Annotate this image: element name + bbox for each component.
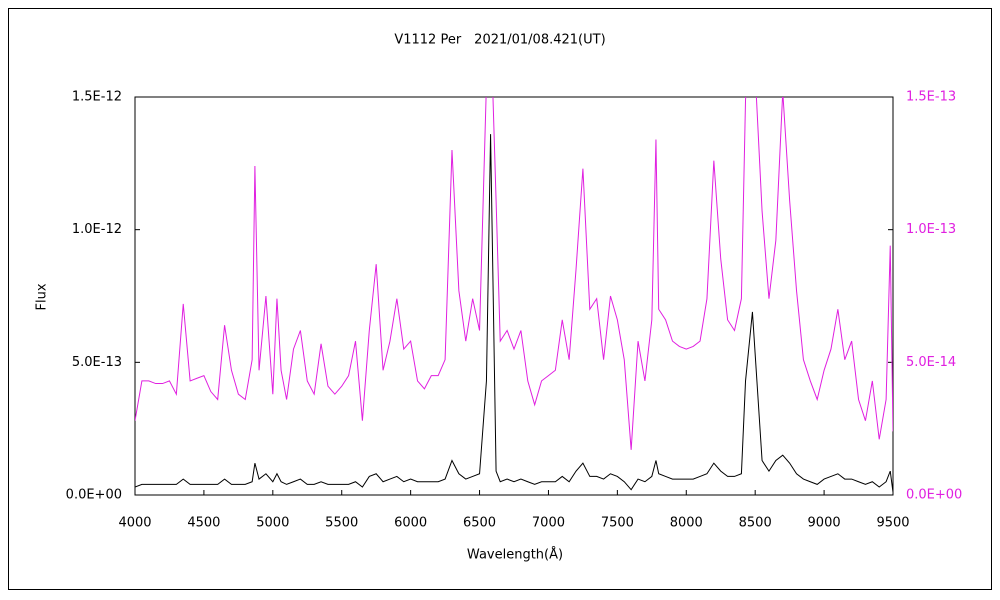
chart-title: V1112 Per 2021/01/08.421(UT): [394, 33, 605, 48]
y2-tick-label: 1.5E-13: [906, 90, 956, 105]
y-tick-label: 0.0E+00: [66, 488, 122, 503]
y2-tick-label: 1.0E-13: [906, 222, 956, 237]
y-tick-label: 1.0E-12: [72, 222, 122, 237]
x-tick-label: 8000: [670, 516, 703, 531]
x-tick-label: 4500: [187, 516, 220, 531]
plot-area: [134, 96, 894, 496]
y2-tick-label: 0.0E+00: [906, 488, 962, 503]
x-tick-label: 6000: [394, 516, 427, 531]
x-tick-label: 7000: [532, 516, 565, 531]
x-tick-label: 6500: [463, 516, 496, 531]
x-tick-label: 4000: [118, 516, 151, 531]
series-line: [135, 134, 893, 493]
y-tick-label: 5.0E-13: [72, 355, 122, 370]
x-tick-label: 9500: [876, 516, 909, 531]
x-tick-label: 7500: [601, 516, 634, 531]
x-tick-label: 5000: [256, 516, 289, 531]
y-axis-label: Flux: [35, 283, 50, 310]
x-axis-label: Wavelength(Å): [467, 547, 563, 563]
x-tick-label: 9000: [808, 516, 841, 531]
series-line: [135, 97, 893, 450]
x-tick-label: 8500: [739, 516, 772, 531]
x-tick-label: 5500: [325, 516, 358, 531]
y-tick-label: 1.5E-12: [72, 90, 122, 105]
frame: [8, 8, 992, 590]
y2-tick-label: 5.0E-14: [906, 355, 956, 370]
